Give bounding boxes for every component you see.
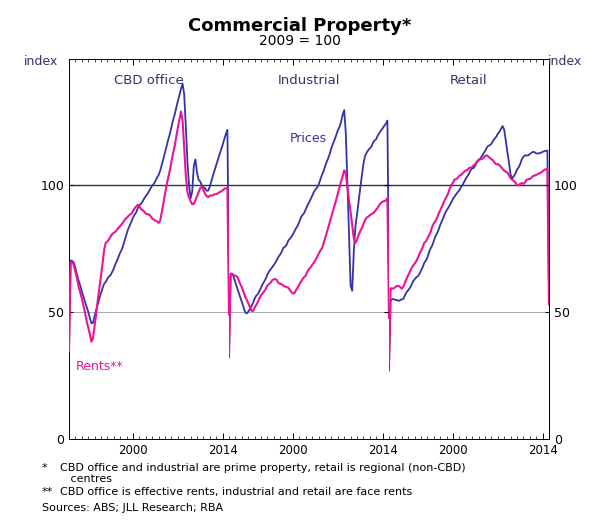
Text: Retail: Retail bbox=[450, 74, 488, 87]
Text: CBD office is effective rents, industrial and retail are face rents: CBD office is effective rents, industria… bbox=[60, 487, 412, 497]
Text: Prices: Prices bbox=[290, 132, 327, 145]
Text: CBD office: CBD office bbox=[114, 74, 184, 87]
Text: **: ** bbox=[42, 487, 53, 497]
Text: CBD office and industrial are prime property, retail is regional (non-CBD)
   ce: CBD office and industrial are prime prop… bbox=[60, 463, 466, 484]
Text: Commercial Property*: Commercial Property* bbox=[188, 17, 412, 35]
Text: Industrial: Industrial bbox=[278, 74, 340, 87]
Text: 2009 = 100: 2009 = 100 bbox=[259, 34, 341, 48]
Text: index: index bbox=[548, 55, 583, 68]
Text: *: * bbox=[42, 463, 47, 473]
Text: Rents**: Rents** bbox=[76, 360, 123, 373]
Text: index: index bbox=[23, 55, 58, 68]
Text: Sources: ABS; JLL Research; RBA: Sources: ABS; JLL Research; RBA bbox=[42, 503, 223, 513]
